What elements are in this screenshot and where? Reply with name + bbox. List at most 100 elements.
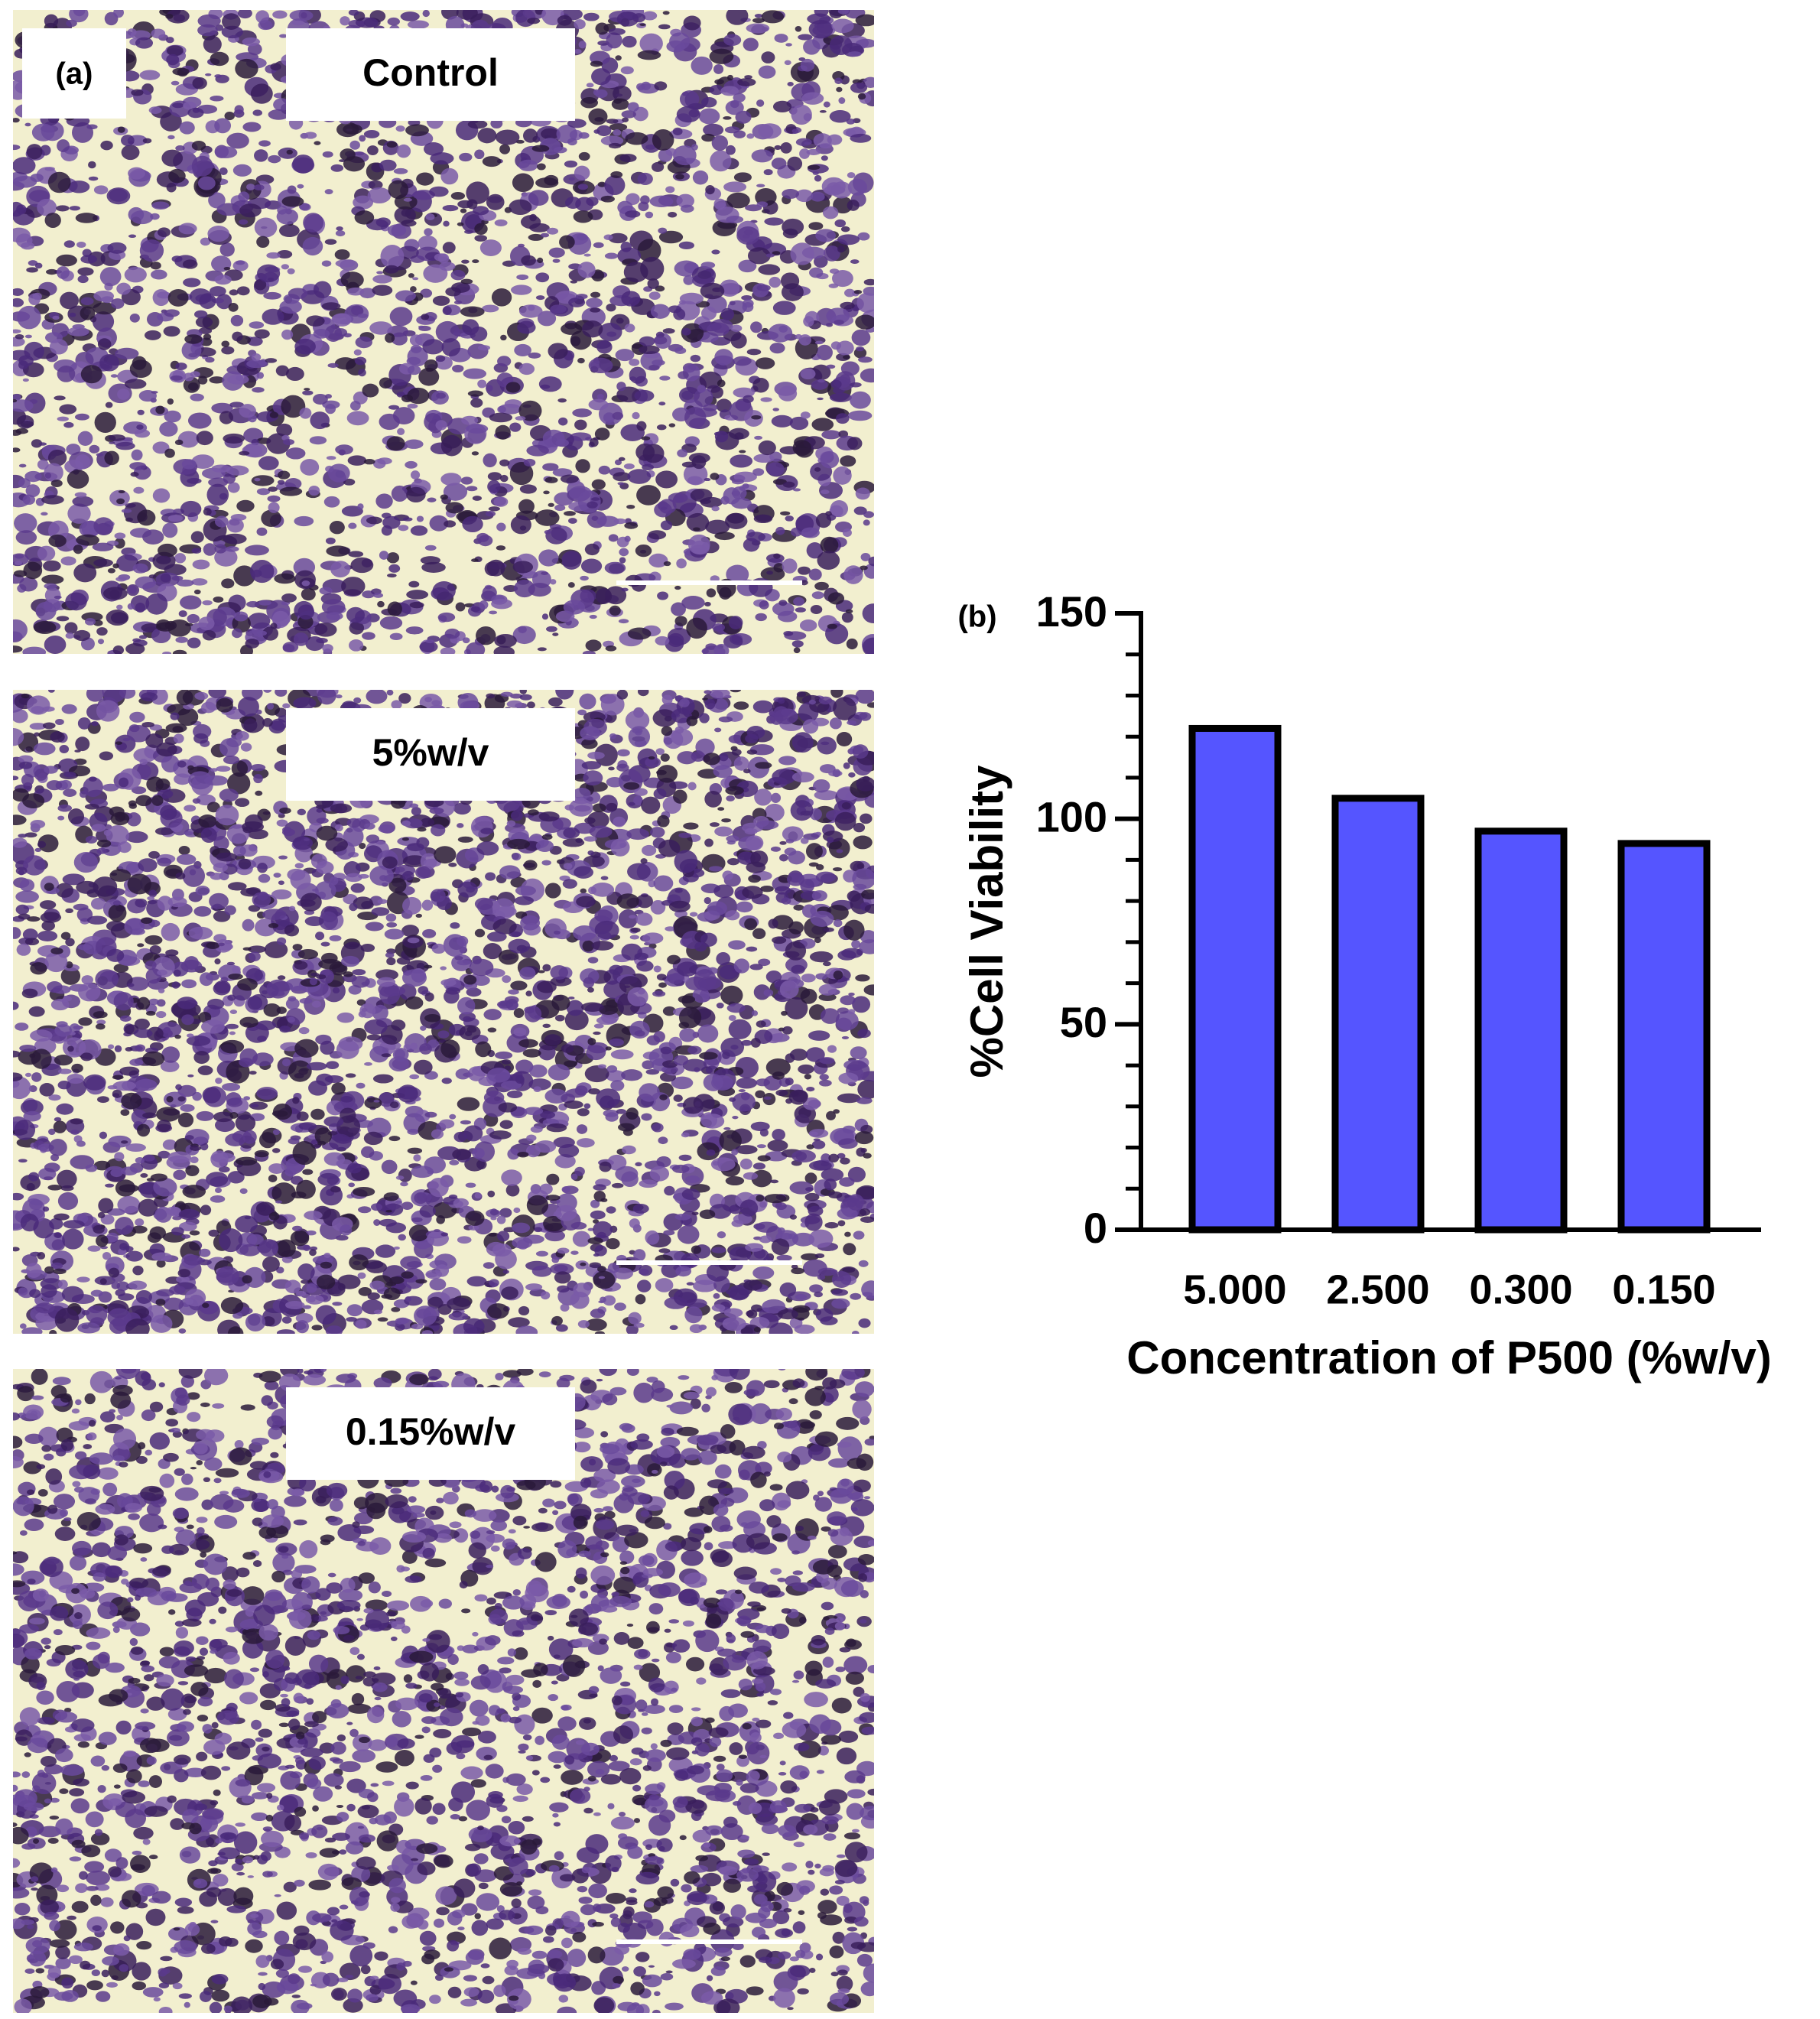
cell: [187, 107, 204, 119]
cell: [99, 267, 122, 287]
cell: [609, 123, 628, 132]
cell: [658, 227, 668, 234]
cell: [851, 1331, 860, 1334]
cell: [61, 704, 77, 714]
cell: [96, 453, 104, 457]
cell: [488, 506, 500, 512]
cell: [489, 1130, 512, 1140]
cell: [580, 97, 599, 109]
cell: [828, 1153, 840, 1163]
cell: [430, 152, 454, 165]
cell: [614, 459, 622, 466]
cell: [80, 306, 96, 320]
cell: [655, 470, 678, 489]
cell: [314, 623, 337, 637]
cell: [590, 291, 601, 298]
cell: [528, 190, 549, 206]
cell: [858, 356, 873, 363]
cell: [830, 690, 843, 698]
label-box: [286, 28, 575, 121]
cell: [768, 918, 778, 929]
cell: [54, 395, 66, 401]
cell: [508, 1317, 530, 1328]
cell: [652, 359, 665, 366]
cell: [156, 622, 175, 632]
cell: [110, 374, 119, 378]
cell: [442, 306, 452, 316]
cell: [343, 333, 352, 338]
cell: [147, 896, 155, 901]
cell: [677, 1224, 700, 1244]
cell: [798, 334, 812, 346]
cell: [282, 703, 291, 709]
cell: [493, 496, 509, 507]
cell: [223, 433, 245, 444]
cell: [652, 161, 665, 172]
cell: [210, 1195, 226, 1203]
cell: [121, 145, 140, 161]
cell: [246, 600, 260, 608]
cell: [767, 1140, 788, 1152]
cell: [733, 701, 749, 710]
cell: [691, 265, 717, 284]
cell: [596, 515, 619, 527]
cell: [668, 423, 676, 428]
cell: [840, 455, 856, 467]
cell: [772, 936, 787, 944]
cell: [774, 886, 791, 895]
cell: [357, 313, 369, 318]
cell: [29, 1199, 43, 1211]
cell: [799, 619, 817, 632]
cell: [490, 1217, 497, 1221]
cell: [704, 601, 711, 607]
cell: [158, 543, 177, 558]
cell: [789, 416, 809, 431]
cell: [232, 164, 252, 177]
cell: [733, 130, 746, 138]
cell: [574, 165, 590, 180]
cell: [557, 417, 568, 426]
cell: [537, 310, 557, 327]
cell: [603, 412, 616, 423]
cell: [15, 890, 39, 903]
cell: [608, 232, 628, 244]
cell: [383, 1203, 404, 1216]
cell: [119, 1066, 140, 1076]
cell: [13, 145, 21, 151]
cell: [299, 203, 311, 211]
cell: [56, 616, 70, 622]
cell: [535, 1250, 548, 1257]
cell: [717, 379, 726, 388]
cell: [51, 1239, 66, 1251]
cell: [746, 749, 758, 755]
cell: [181, 979, 197, 989]
cell: [613, 472, 631, 482]
cell: [759, 600, 769, 610]
cell: [538, 376, 562, 392]
cell: [178, 610, 187, 617]
cell: [687, 476, 703, 485]
cell: [860, 368, 874, 383]
cell: [350, 557, 374, 574]
cell: [641, 436, 651, 441]
cell: [28, 293, 41, 306]
cell: [800, 58, 815, 72]
cell: [574, 49, 582, 54]
cell: [247, 613, 271, 629]
cell: [165, 37, 174, 44]
cell: [756, 184, 765, 188]
cell: [728, 1019, 752, 1039]
cell: [627, 863, 651, 880]
cell: [151, 201, 170, 210]
cell: [613, 86, 632, 102]
cell: [229, 1010, 238, 1015]
cell: [152, 441, 170, 454]
cell: [472, 259, 479, 264]
cell: [325, 403, 336, 415]
cell: [357, 503, 364, 510]
cell: [742, 483, 749, 489]
cell: [128, 585, 137, 594]
cell: [92, 311, 115, 332]
cell: [60, 779, 72, 790]
cell: [574, 19, 586, 30]
